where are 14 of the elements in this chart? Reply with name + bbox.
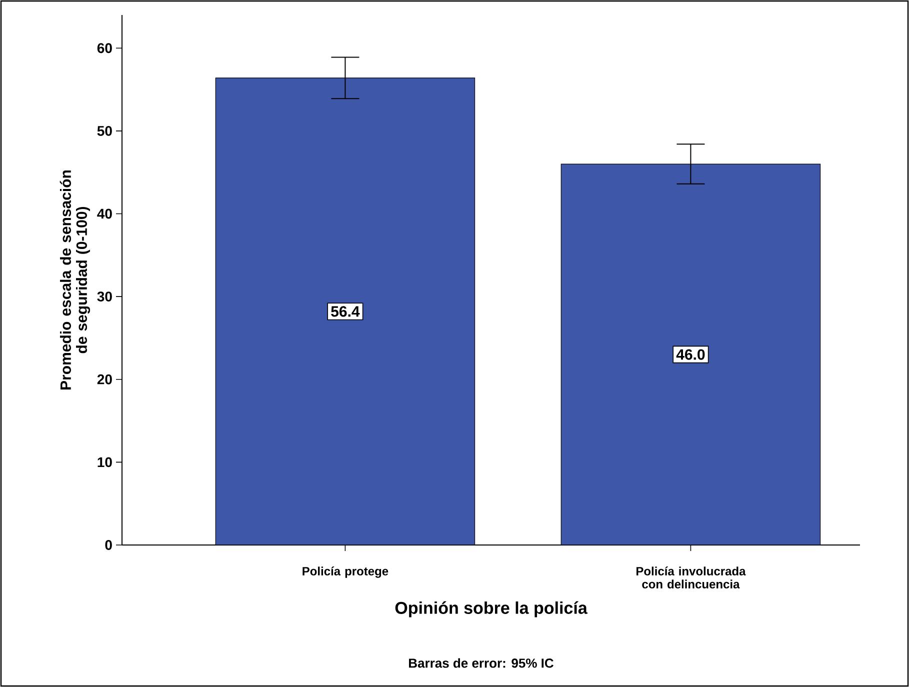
y-tick-label: 40 [97,208,112,219]
data-label: 46.0 [676,349,705,360]
y-tick-label: 20 [97,374,112,384]
x-tick-label: Policía protege [302,566,388,578]
x-tick-label: Policía involucrada con delincuencia [636,566,746,588]
x-axis-title: Opinión sobre la policía [395,601,588,618]
y-tick-label: 60 [97,43,112,54]
y-tick-label: 10 [98,457,112,468]
y-tick-label: 0 [105,540,112,550]
y-axis-title: Promedio escala de sensación de seguridad (0-100) [60,170,90,390]
y-tick-label: 30 [97,292,112,302]
text: Barras de error: 95% IC [409,658,554,668]
y-tick-label: 50 [97,126,112,136]
data-label: 56.4 [331,306,360,317]
